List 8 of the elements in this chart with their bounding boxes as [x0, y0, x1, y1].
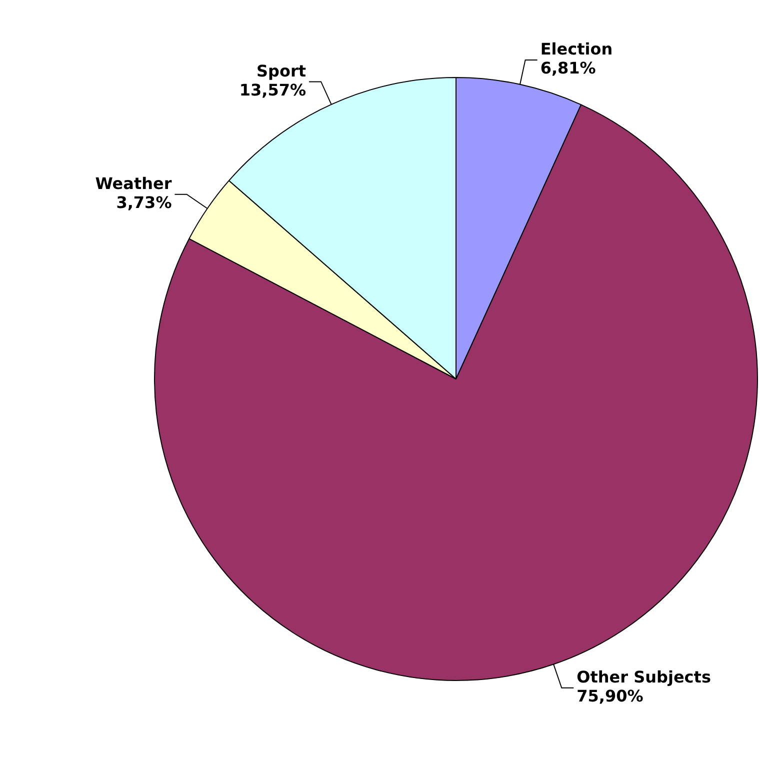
slice-label: Sport — [256, 61, 306, 80]
data-label: 3,73% — [116, 193, 172, 212]
slice-label: Weather — [95, 174, 172, 194]
data-label: 6,81% — [540, 58, 596, 78]
slice-label: Other Subjects — [576, 668, 711, 687]
data-label: 13,57% — [239, 80, 306, 100]
slice-label: Election — [540, 40, 613, 59]
data-label: 75,90% — [576, 686, 644, 706]
